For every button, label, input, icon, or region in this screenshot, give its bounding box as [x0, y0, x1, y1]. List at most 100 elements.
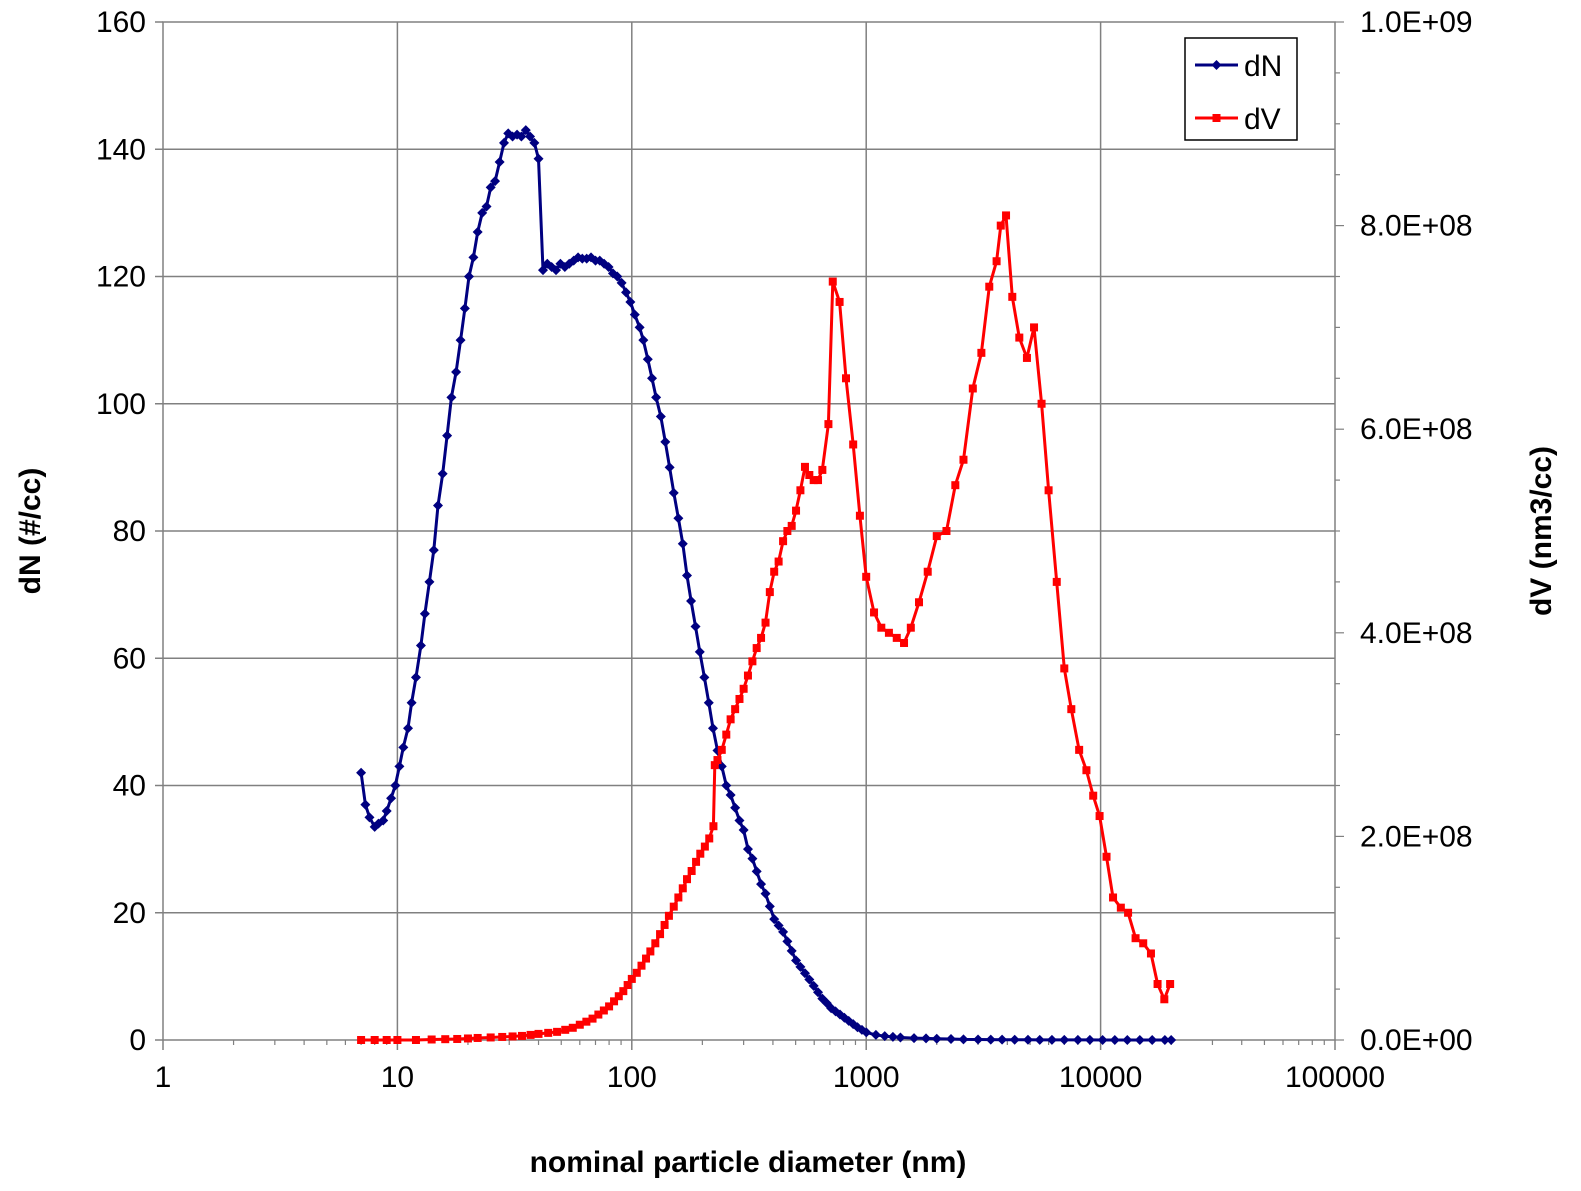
dv-point	[731, 705, 740, 714]
dn-point	[386, 793, 397, 804]
dn-point	[1072, 1034, 1083, 1045]
dv-point	[735, 694, 744, 703]
y-left-tick-label: 60	[113, 642, 146, 675]
dv-point	[792, 506, 801, 515]
dv-point	[463, 1034, 472, 1043]
dv-point	[985, 282, 994, 291]
dn-point	[472, 226, 483, 237]
dn-point	[1059, 1034, 1070, 1045]
dn-point	[730, 802, 741, 813]
dv-point	[1002, 211, 1011, 220]
dv-point	[765, 588, 774, 597]
dv-point	[1022, 353, 1031, 362]
dv-point	[906, 623, 915, 632]
dn-point	[699, 672, 710, 683]
dv-point	[805, 471, 814, 480]
y-right-tick-label: 8.0E+08	[1360, 210, 1473, 243]
dn-point	[795, 961, 806, 972]
y-left-tick-label: 120	[96, 261, 146, 294]
dv-point	[382, 1036, 391, 1044]
dn-point	[769, 914, 780, 925]
dv-point	[1109, 893, 1118, 902]
dn-point	[760, 888, 771, 899]
dn-point	[721, 780, 732, 791]
dn-point	[799, 968, 810, 979]
dn-point	[494, 156, 505, 167]
y-left-tick-label: 40	[113, 770, 146, 803]
dv-point	[1124, 908, 1133, 917]
dv-point	[992, 257, 1001, 266]
gridlines	[163, 22, 1335, 1040]
dn-point	[707, 723, 718, 734]
dv-point	[637, 961, 646, 970]
dv-point	[642, 954, 651, 963]
dn-point	[642, 354, 653, 365]
y-axis-left-title: dN (#/cc)	[14, 468, 47, 595]
dn-point	[690, 621, 701, 632]
dn-point	[786, 945, 797, 956]
dv-point	[770, 567, 779, 576]
dv-point	[1015, 333, 1024, 342]
dn-point	[895, 1032, 906, 1043]
legend-dn-label: dN	[1244, 50, 1282, 83]
dn-point	[437, 468, 448, 479]
dv-point	[1116, 903, 1125, 912]
y-left-tick-label: 20	[113, 897, 146, 930]
dv-point	[752, 644, 761, 653]
dv-point	[1037, 399, 1046, 408]
dn-point	[520, 125, 531, 136]
dn-point	[403, 723, 414, 734]
dn-point	[686, 595, 697, 606]
dv-point	[824, 420, 833, 429]
dn-point	[490, 176, 501, 187]
dv-point	[1075, 745, 1084, 754]
dn-point	[1109, 1035, 1120, 1045]
dn-point	[1134, 1035, 1145, 1045]
dv-point	[357, 1036, 366, 1044]
dv-point	[951, 481, 960, 490]
dn-point	[616, 277, 627, 288]
dv-point	[814, 476, 823, 485]
dv-point	[1067, 705, 1076, 714]
dn-point	[629, 309, 640, 320]
dv-point	[761, 618, 770, 627]
dv-point	[1008, 292, 1017, 301]
dn-point	[1097, 1035, 1108, 1045]
dn-point	[997, 1034, 1008, 1045]
dn-point	[1009, 1034, 1020, 1045]
dn-point	[808, 980, 819, 991]
dv-point	[498, 1032, 507, 1041]
dv-point	[427, 1035, 436, 1044]
dn-point	[378, 815, 389, 826]
dn-point	[673, 513, 684, 524]
dv-point	[553, 1027, 562, 1036]
y-left-tick-label: 100	[96, 388, 146, 421]
dn-point	[1166, 1035, 1177, 1045]
dn-point	[451, 366, 462, 377]
dv-point	[1052, 577, 1061, 586]
dv-point	[1060, 664, 1069, 673]
dn-point	[432, 500, 443, 511]
dv-point	[627, 974, 636, 983]
dv-point	[544, 1028, 553, 1037]
dv-point	[818, 465, 827, 474]
dn-point	[677, 538, 688, 549]
dv-point	[977, 348, 986, 357]
dn-point	[887, 1031, 898, 1042]
dn-point	[973, 1034, 984, 1045]
x-tick-label: 10	[381, 1061, 414, 1094]
dv-point	[855, 511, 864, 520]
dv-point	[393, 1036, 402, 1044]
dn-point	[533, 153, 544, 164]
y-left-tick-label: 80	[113, 515, 146, 548]
dn-point	[621, 287, 632, 298]
dv-point	[783, 527, 792, 535]
dn-point	[647, 373, 658, 384]
x-axis-title: nominal particle diameter (nm)	[530, 1146, 967, 1179]
dv-point	[713, 756, 722, 765]
dn-point	[747, 853, 758, 864]
dv-point	[841, 374, 850, 383]
dn-point	[419, 608, 430, 619]
legend-dv-marker	[1212, 114, 1221, 122]
dn-point	[813, 987, 824, 998]
